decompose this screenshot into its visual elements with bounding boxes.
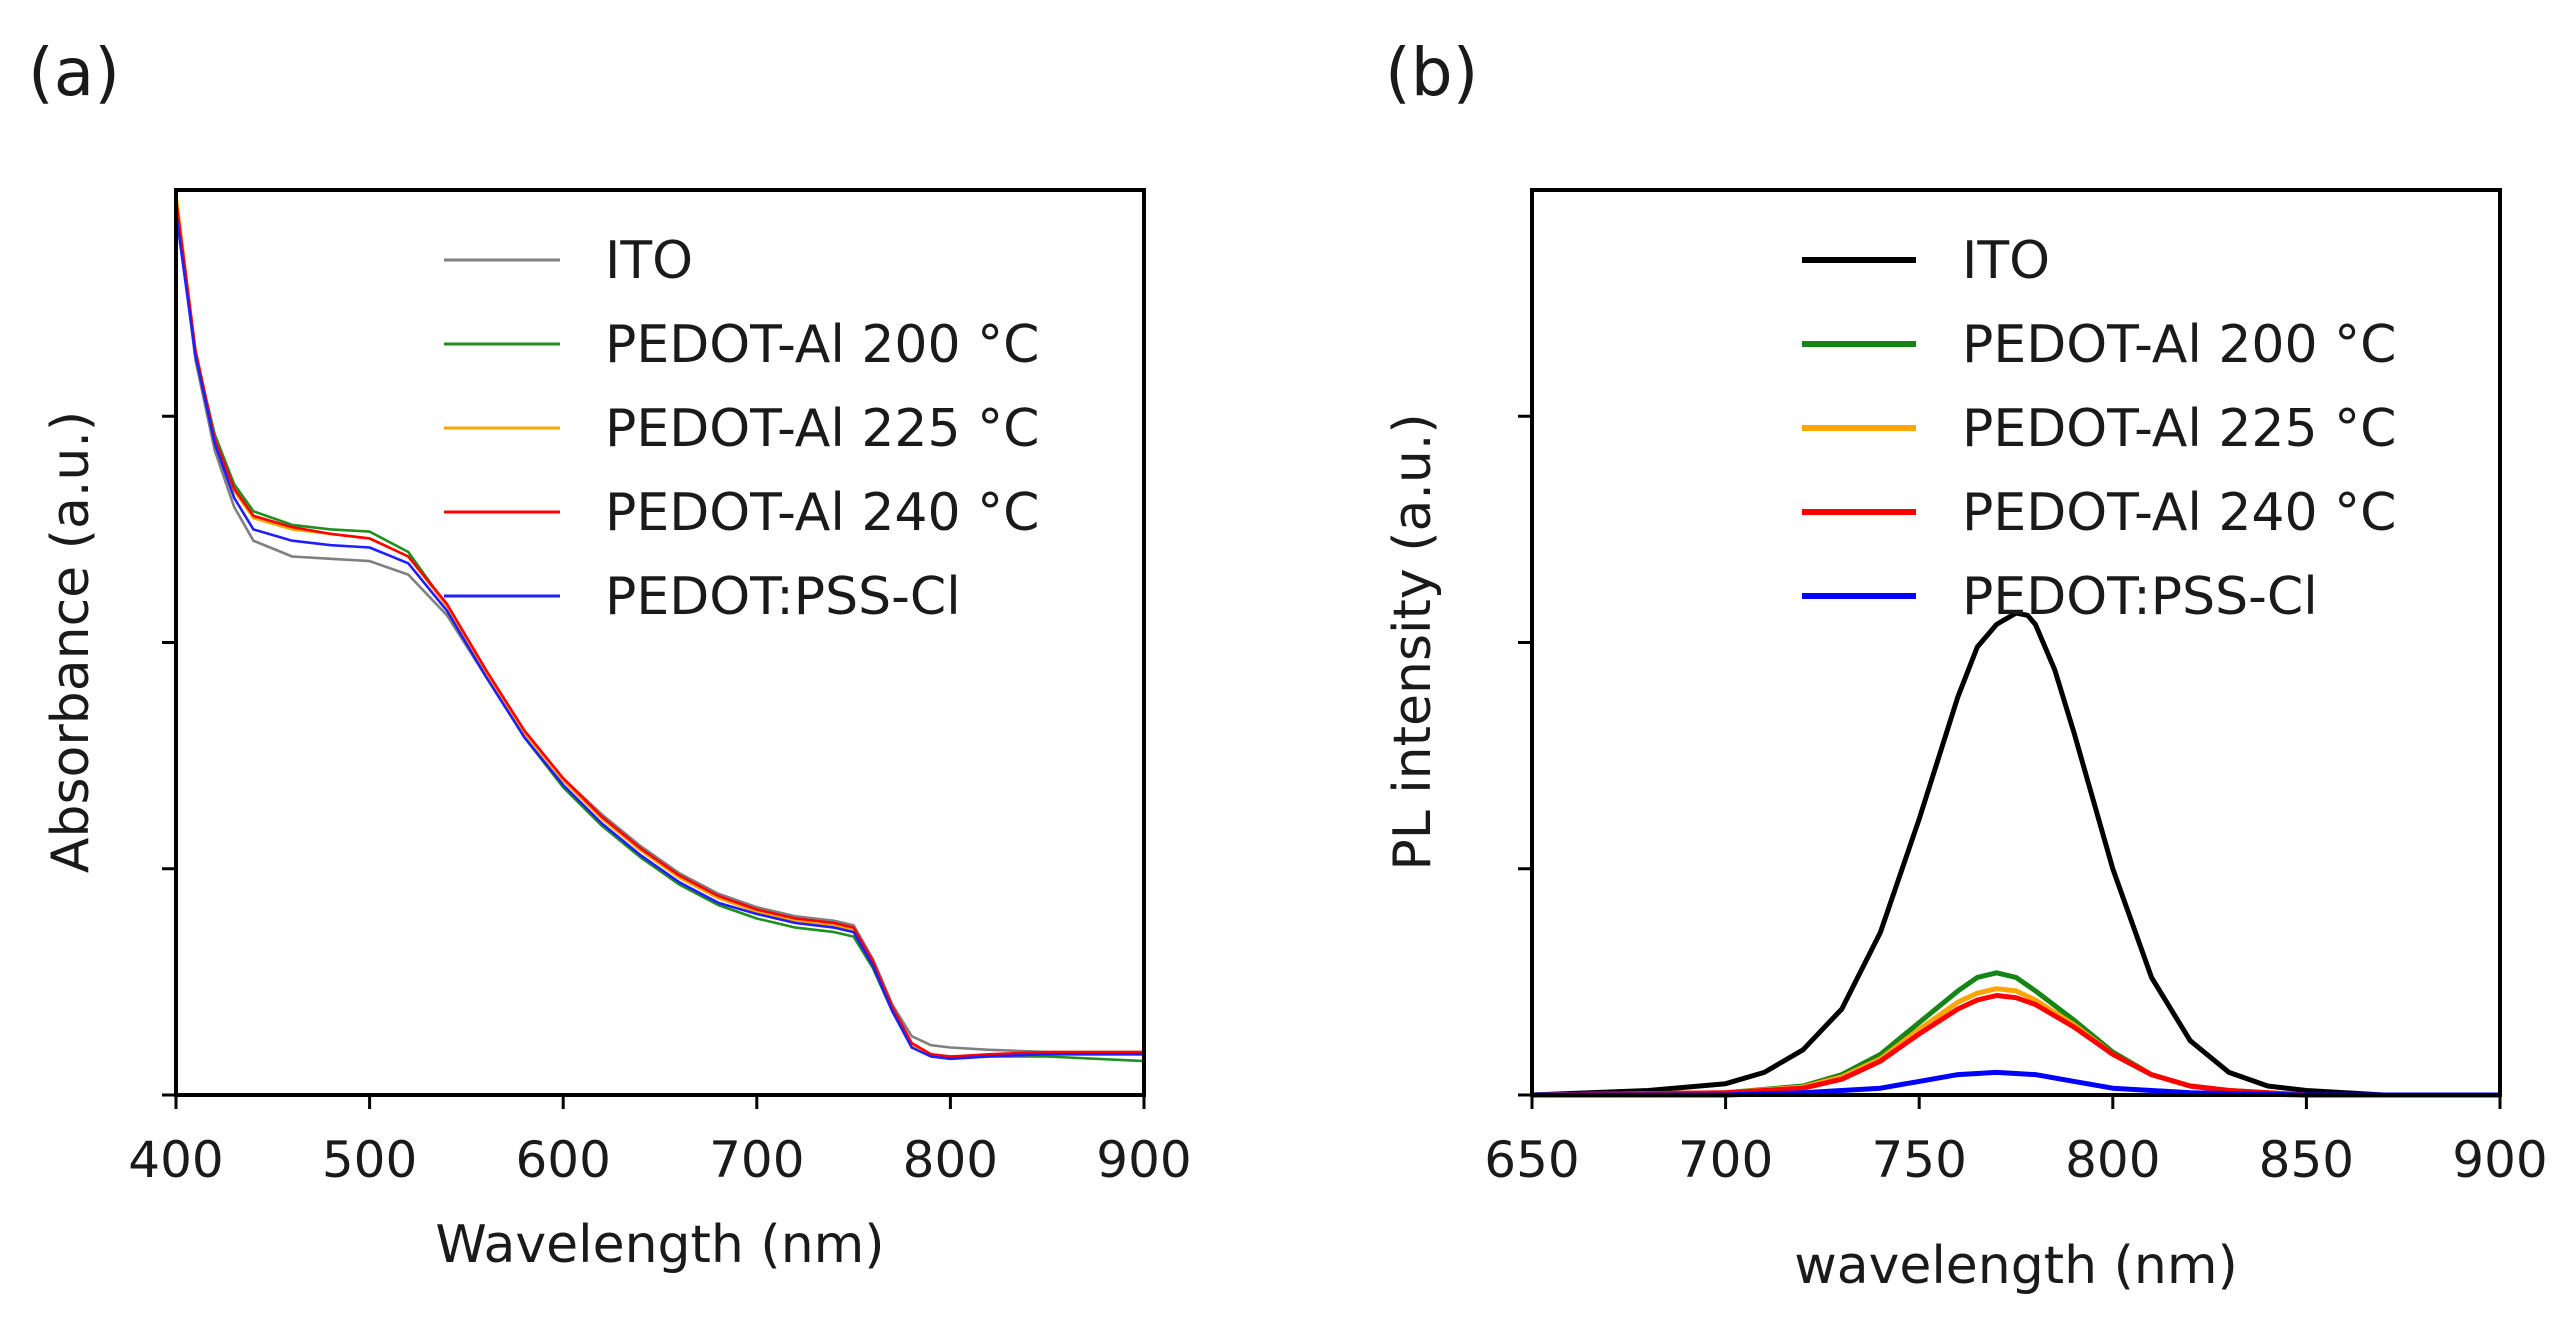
- series-line-pedot-al-225-c: [174, 192, 1144, 1061]
- series-line-pedot-pss-cl: [1532, 1069, 2500, 1098]
- x-tick-label: 700: [709, 1131, 804, 1189]
- panel-b: (b) 650 700 750 800 850 900 wavelength (nm) P…: [1383, 34, 2548, 1296]
- panel-a-series: [174, 192, 1145, 1063]
- legend-label-ito: ITO: [1962, 231, 2050, 291]
- panel-b-ylabel: PL intensity (a.u.): [1383, 413, 1443, 870]
- x-tick-label: 900: [1096, 1131, 1191, 1189]
- legend-label-pedot-al-200-c: PEDOT-Al 200 °C: [605, 315, 1039, 375]
- legend-label-pedot-al-200-c: PEDOT-Al 200 °C: [1962, 315, 2396, 375]
- x-tick-label: 650: [1484, 1131, 1579, 1189]
- panel-a-legend: ITO PEDOT-Al 200 °C PEDOT-Al 225 °C PEDOT-A…: [444, 231, 1039, 627]
- legend-label-ito: ITO: [605, 231, 693, 291]
- panel-a-xlabel: Wavelength (nm): [435, 1215, 884, 1275]
- legend-label-pedot-al-240-c: PEDOT-Al 240 °C: [1962, 483, 2396, 543]
- x-tick-label: 900: [2452, 1131, 2547, 1189]
- x-tick-label: 500: [322, 1131, 417, 1189]
- series-line-pedot-al-240-c: [174, 198, 1144, 1058]
- panel-a: (a) 400 500 600 700 800 900 Wavelength (nm) A…: [28, 34, 1192, 1275]
- series-line-pedot-al-225-c: [1531, 986, 2500, 1098]
- panel-b-xlabel: wavelength (nm): [1794, 1236, 2238, 1296]
- legend-label-pedot-al-225-c: PEDOT-Al 225 °C: [1962, 399, 2396, 459]
- panel-a-ylabel: Absorbance (a.u.): [41, 411, 101, 873]
- series-line-ito: [1531, 610, 2500, 1098]
- panel-b-ticks: 650 700 750 800 850 900: [1484, 414, 2548, 1189]
- x-tick-label: 800: [903, 1131, 998, 1189]
- legend-label-pedot-al-225-c: PEDOT-Al 225 °C: [605, 399, 1039, 459]
- panel-b-series: [1531, 610, 2500, 1098]
- x-tick-label: 850: [2259, 1131, 2354, 1189]
- x-tick-label: 600: [515, 1131, 610, 1189]
- series-line-pedot-al-240-c: [1531, 993, 2500, 1098]
- x-tick-label: 400: [128, 1131, 223, 1189]
- legend-label-pedot-pss-cl: PEDOT:PSS-Cl: [1962, 567, 2318, 627]
- x-tick-label: 700: [1678, 1131, 1773, 1189]
- legend-label-pedot-pss-cl: PEDOT:PSS-Cl: [605, 567, 961, 627]
- panel-b-legend: ITO PEDOT-Al 200 °C PEDOT-Al 225 °C PEDOT-A…: [1802, 231, 2396, 627]
- legend-label-pedot-al-240-c: PEDOT-Al 240 °C: [605, 483, 1039, 543]
- series-line-ito: [174, 201, 1144, 1054]
- panel-label-b: (b): [1385, 34, 1478, 111]
- panel-label-a: (a): [28, 34, 120, 111]
- panel-a-ticks: 400 500 600 700 800 900: [128, 414, 1192, 1189]
- x-tick-label: 800: [2065, 1131, 2160, 1189]
- series-line-pedot-pss-cl: [174, 212, 1144, 1061]
- x-tick-label: 750: [1871, 1131, 1966, 1189]
